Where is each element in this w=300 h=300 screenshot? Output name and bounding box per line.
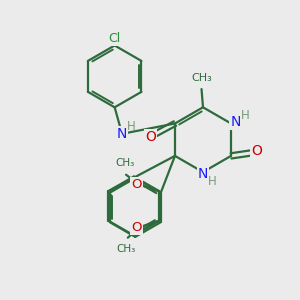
Text: H: H — [127, 120, 136, 133]
Text: N: N — [198, 167, 208, 181]
Text: CH₃: CH₃ — [115, 158, 134, 168]
Text: O: O — [145, 130, 156, 144]
Text: O: O — [131, 178, 142, 191]
Text: N: N — [230, 115, 241, 129]
Text: O: O — [251, 145, 262, 158]
Text: H: H — [241, 109, 250, 122]
Text: Cl: Cl — [109, 32, 121, 46]
Text: CH₃: CH₃ — [191, 73, 212, 82]
Text: H: H — [208, 175, 217, 188]
Text: N: N — [117, 127, 127, 141]
Text: O: O — [131, 221, 142, 234]
Text: CH₃: CH₃ — [117, 244, 136, 254]
